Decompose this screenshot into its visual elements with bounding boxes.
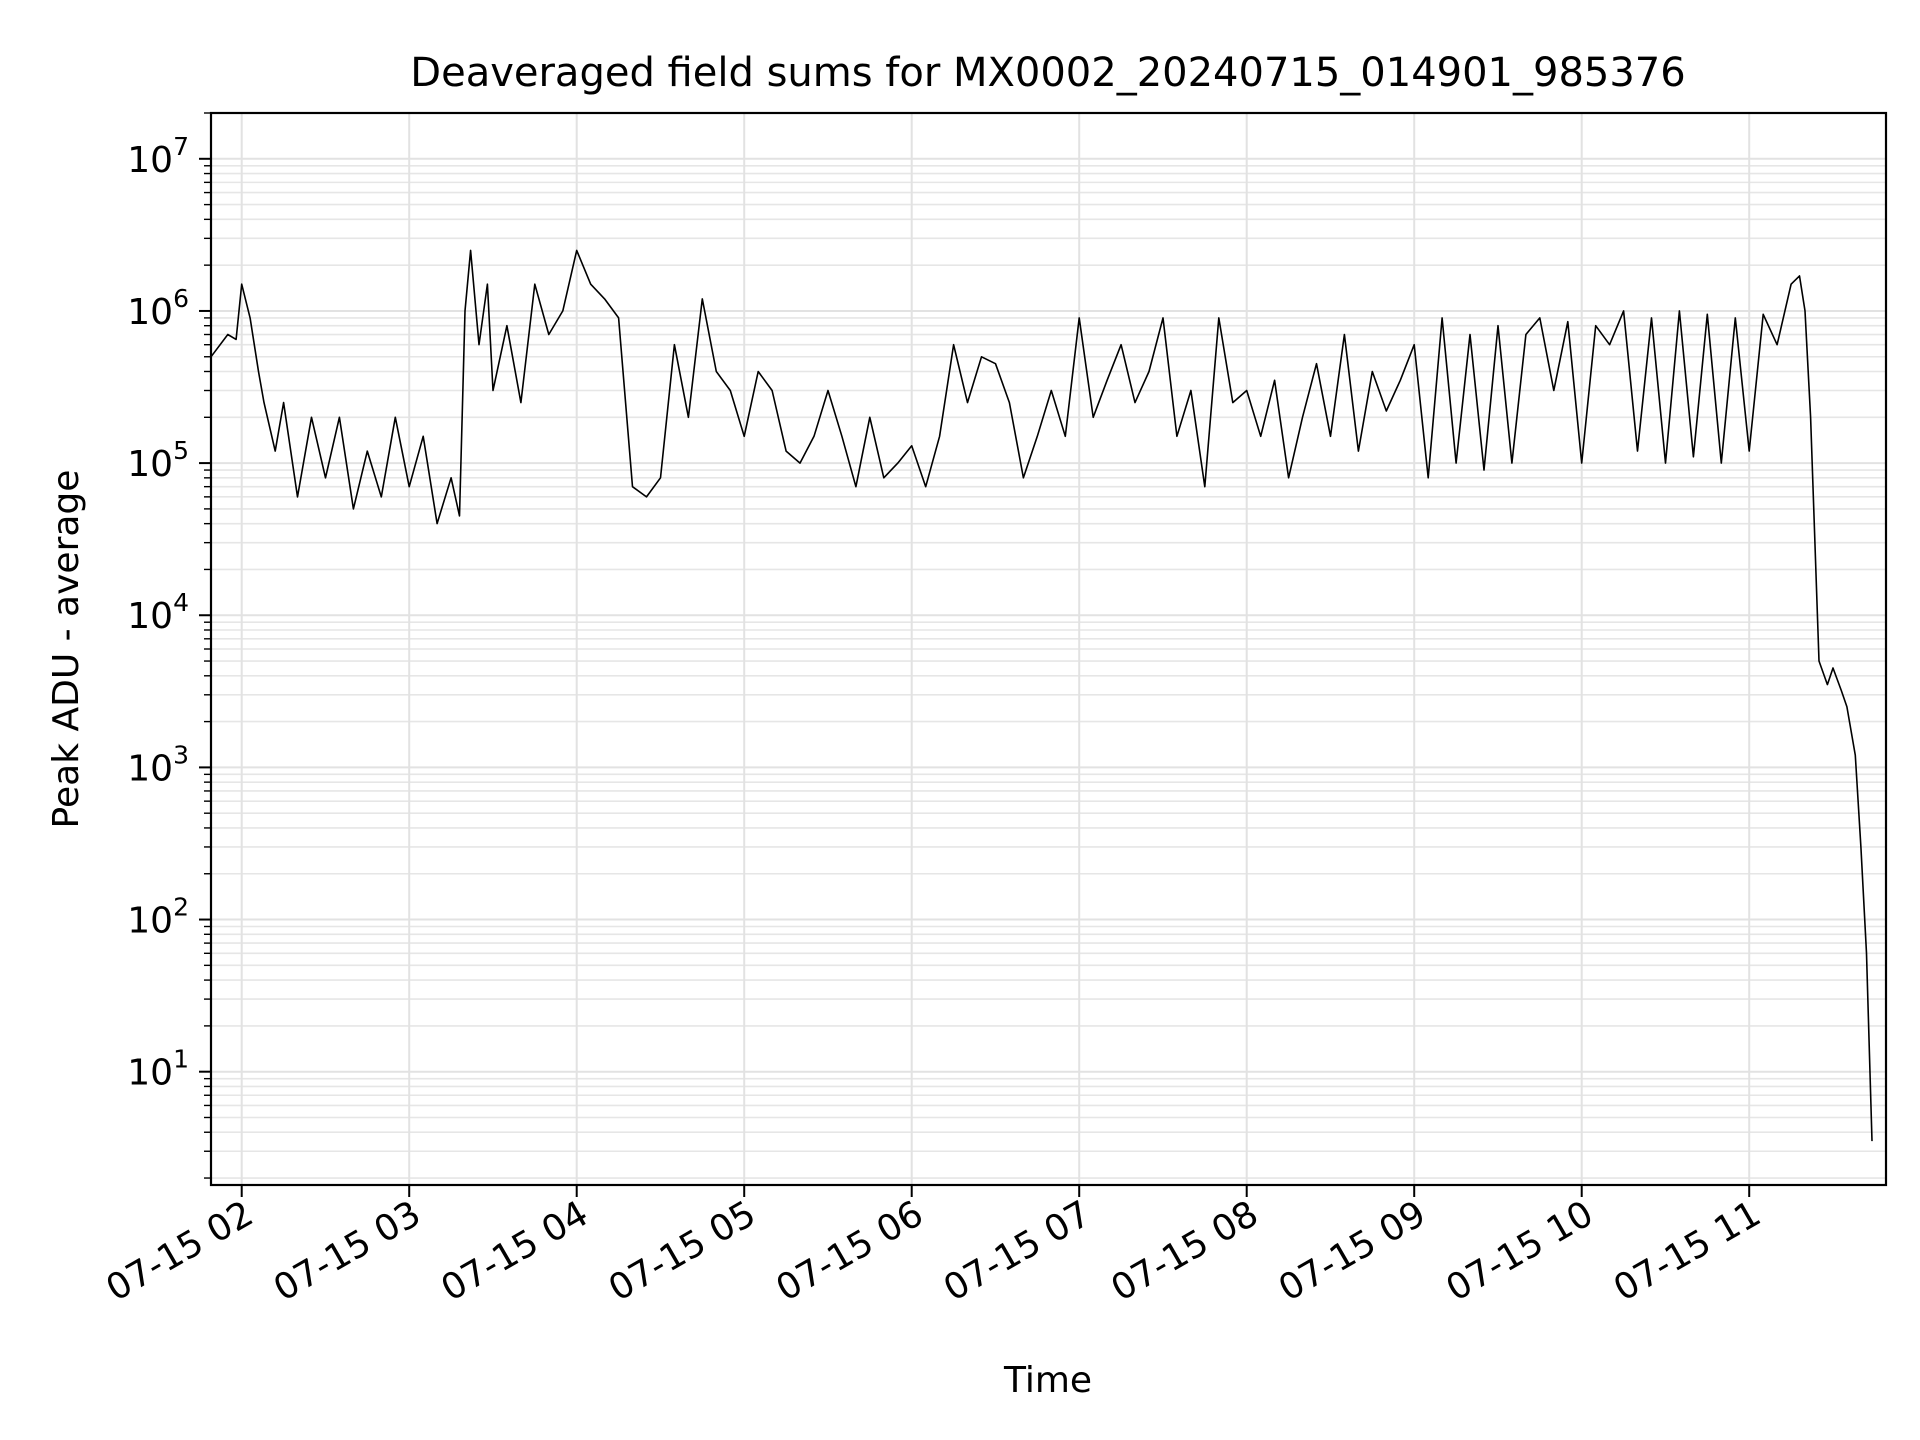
series-path (210, 249, 1873, 1142)
y-tick-label: 103 (127, 740, 189, 789)
y-tick-label: 105 (127, 436, 189, 485)
series-line (210, 249, 1873, 1142)
y-tick-label: 104 (127, 588, 189, 637)
x-axis-label: Time (1003, 1360, 1092, 1401)
y-axis: 101 102 103 104 105 106 107 (127, 112, 211, 1179)
y-tick-label: 106 (127, 284, 189, 333)
y-tick-label: 102 (127, 893, 189, 942)
y-tick-label: 107 (127, 132, 189, 181)
grid-lines (211, 112, 1886, 1185)
y-tick-label: 101 (127, 1045, 189, 1094)
chart-title: Deaveraged field sums for MX0002_2024071… (410, 50, 1685, 96)
y-axis-label: Peak ADU - average (46, 470, 87, 829)
